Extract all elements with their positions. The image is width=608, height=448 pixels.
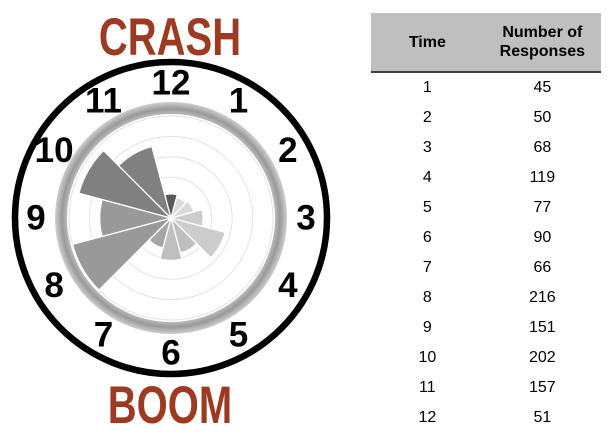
svg-text:3: 3 xyxy=(296,199,315,238)
svg-text:9: 9 xyxy=(26,199,45,238)
svg-text:11: 11 xyxy=(85,82,122,121)
svg-text:8: 8 xyxy=(44,266,63,305)
svg-text:5: 5 xyxy=(229,315,248,354)
svg-text:1: 1 xyxy=(229,82,248,121)
svg-text:7: 7 xyxy=(94,315,113,354)
svg-text:10: 10 xyxy=(35,131,74,170)
svg-text:2: 2 xyxy=(278,131,297,170)
svg-text:6: 6 xyxy=(161,334,180,373)
svg-text:4: 4 xyxy=(278,266,298,305)
svg-text:12: 12 xyxy=(152,64,191,103)
